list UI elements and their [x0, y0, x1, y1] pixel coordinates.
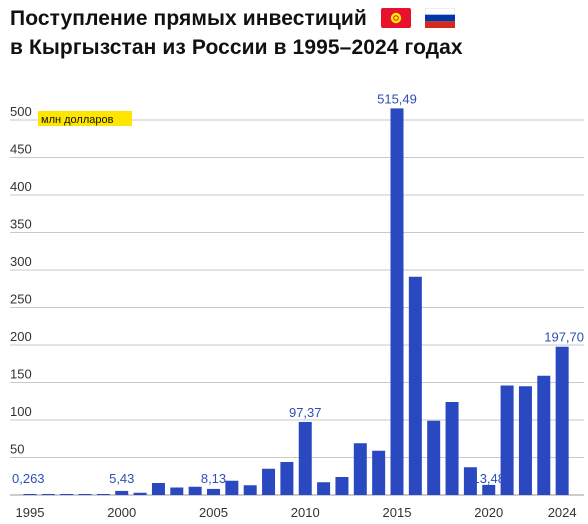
bar-2005 — [207, 488, 220, 495]
bar-2014 — [372, 450, 386, 495]
bar-2018 — [445, 402, 459, 495]
x-tick-label: 2010 — [291, 505, 320, 520]
y-tick-label: 100 — [10, 404, 32, 419]
chart-title: Поступление прямых инвестиций в Кыргызст… — [10, 4, 580, 62]
x-tick-label: 1995 — [16, 505, 45, 520]
kyrgyzstan-flag-icon — [380, 8, 411, 28]
value-label: 8,13 — [201, 471, 226, 486]
x-tick-label: 2015 — [383, 505, 412, 520]
value-label: 515,49 — [377, 91, 417, 106]
unit-highlight — [38, 111, 132, 126]
y-tick-label: 400 — [10, 179, 32, 194]
value-label: 5,43 — [109, 471, 134, 486]
x-tick-label: 2020 — [474, 505, 503, 520]
bar-2008 — [262, 468, 276, 495]
value-labels: 0,263 5,43 8,13 97,37 515,49 13,48 197,70 — [12, 91, 584, 486]
bar-2011 — [317, 482, 331, 495]
bar-2022 — [518, 386, 532, 495]
y-tick-label: 450 — [10, 142, 32, 157]
y-tick-label: 500 — [10, 104, 32, 119]
bar-2003 — [170, 487, 184, 495]
x-tick-label: 2005 — [199, 505, 228, 520]
bar-2010 — [298, 421, 312, 495]
value-label: 97,37 — [289, 405, 322, 420]
y-tick-label: 350 — [10, 217, 32, 232]
bar-2016 — [408, 276, 422, 495]
bar-2017 — [427, 420, 441, 495]
y-tick-label: 50 — [10, 442, 24, 457]
y-axis-ticks: 50 100 150 200 250 300 350 400 450 500 — [10, 104, 32, 457]
bar-1995 — [23, 494, 37, 495]
bar-2000 — [115, 490, 129, 495]
bar-2006 — [225, 480, 239, 495]
y-tick-label: 300 — [10, 254, 32, 269]
unit-label: млн долларов — [38, 111, 132, 126]
grid-lines — [10, 119, 584, 496]
bars — [23, 108, 569, 495]
bar-2012 — [335, 477, 349, 495]
bar-2021 — [500, 385, 514, 495]
bar-1997 — [60, 494, 74, 495]
bar-2001 — [133, 492, 147, 495]
title-line-1: Поступление прямых инвестиций — [10, 7, 367, 30]
bar-2002 — [151, 483, 165, 495]
title-line-2: в Кыргызстан из России в 1995–2024 годах — [10, 36, 463, 59]
unit-label-text: млн долларов — [41, 114, 114, 126]
bar-1999 — [96, 494, 110, 495]
bar-2013 — [353, 443, 367, 495]
bar-2015 — [390, 108, 404, 495]
value-label: 197,70 — [544, 330, 584, 345]
bar-2020 — [482, 484, 496, 495]
x-axis-ticks: 1995 2000 2005 2010 2015 2020 2024 — [16, 505, 577, 520]
y-tick-label: 250 — [10, 292, 32, 307]
value-label: 13,48 — [472, 471, 505, 486]
bar-2009 — [280, 462, 294, 495]
bar-2019 — [463, 467, 477, 495]
bar-2024 — [555, 346, 569, 495]
bar-2023 — [537, 375, 551, 495]
russia-flag-icon — [424, 8, 455, 28]
y-tick-label: 150 — [10, 367, 32, 382]
bar-2007 — [243, 485, 257, 495]
bar-1996 — [41, 494, 55, 495]
x-tick-label: 2024 — [548, 505, 577, 520]
bar-2004 — [188, 486, 202, 495]
value-label: 0,263 — [12, 471, 45, 486]
x-tick-label: 2000 — [107, 505, 136, 520]
bar-1998 — [78, 494, 92, 495]
y-tick-label: 200 — [10, 329, 32, 344]
